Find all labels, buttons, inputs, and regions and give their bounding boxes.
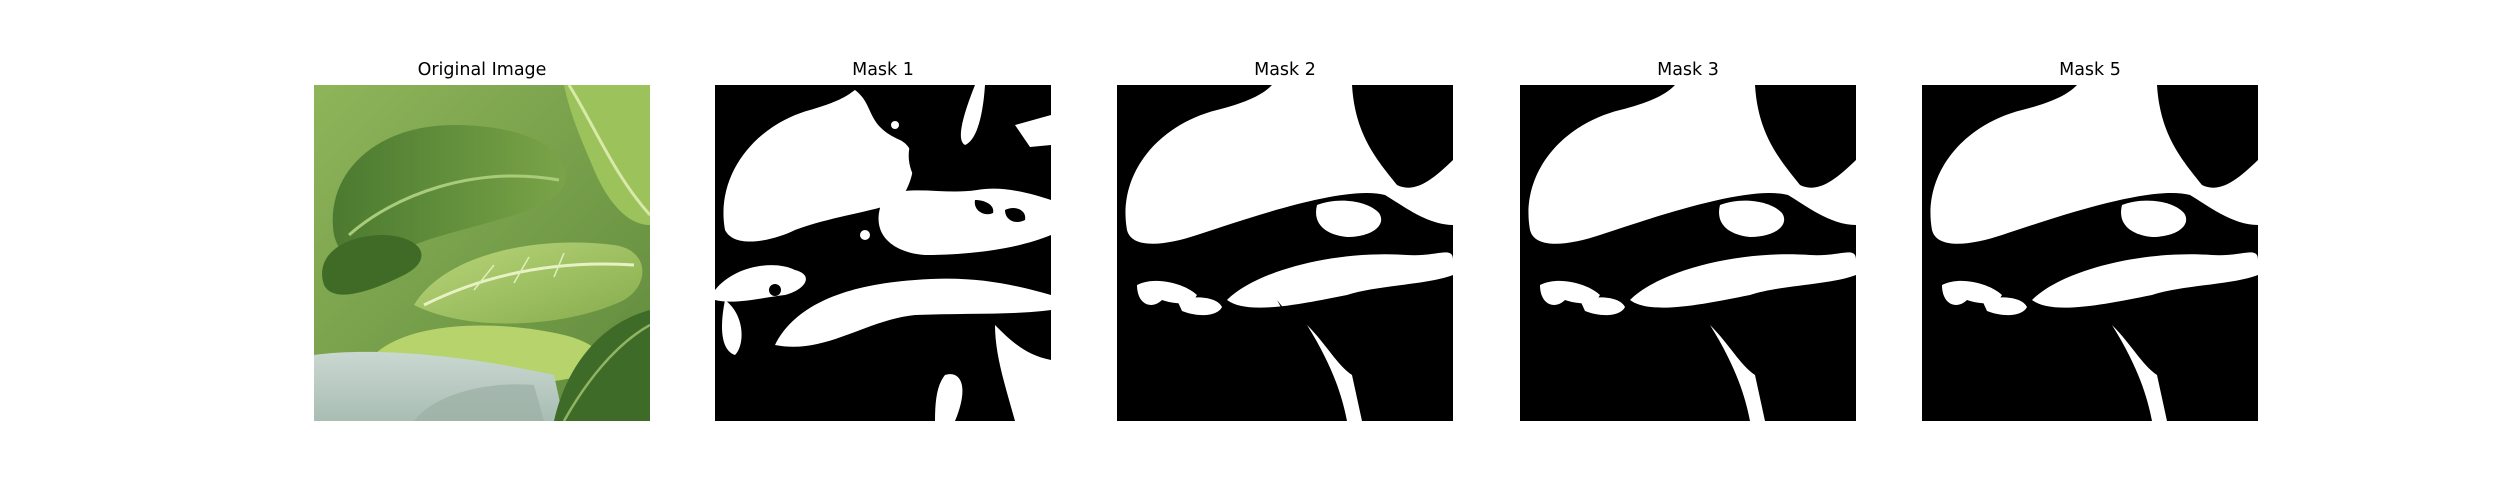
mask-image bbox=[715, 85, 1051, 421]
panel-mask-2: Mask 2 bbox=[1117, 55, 1453, 421]
panel-title: Mask 2 bbox=[1254, 60, 1316, 80]
mask-image bbox=[1520, 85, 1856, 421]
panel-title: Mask 3 bbox=[1657, 60, 1719, 80]
mask-image bbox=[1117, 85, 1453, 421]
panel-mask-3: Mask 3 bbox=[1520, 55, 1856, 421]
panel-title: Mask 1 bbox=[852, 60, 914, 80]
panel-title: Original Image bbox=[417, 60, 547, 80]
original-leaf-photo bbox=[314, 85, 650, 421]
mask-image bbox=[1922, 85, 2258, 421]
panel-title: Mask 5 bbox=[2059, 60, 2121, 80]
panel-mask-5: Mask 5 bbox=[1922, 55, 2258, 421]
panel-original-image: Original Image bbox=[314, 55, 650, 421]
panel-mask-1: Mask 1 bbox=[715, 55, 1051, 421]
